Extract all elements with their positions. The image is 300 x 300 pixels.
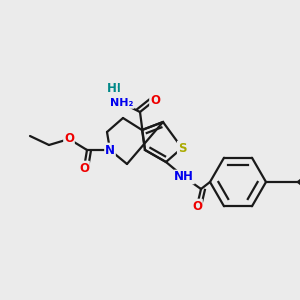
Text: O: O [64, 133, 74, 146]
Text: NH₂: NH₂ [110, 98, 134, 108]
Text: O: O [150, 94, 160, 106]
Text: O: O [79, 161, 89, 175]
Text: H: H [107, 82, 117, 95]
Text: H: H [111, 82, 121, 94]
Text: O: O [192, 200, 202, 212]
Text: N: N [105, 143, 115, 157]
Text: NH: NH [174, 170, 194, 184]
Text: S: S [178, 142, 186, 154]
